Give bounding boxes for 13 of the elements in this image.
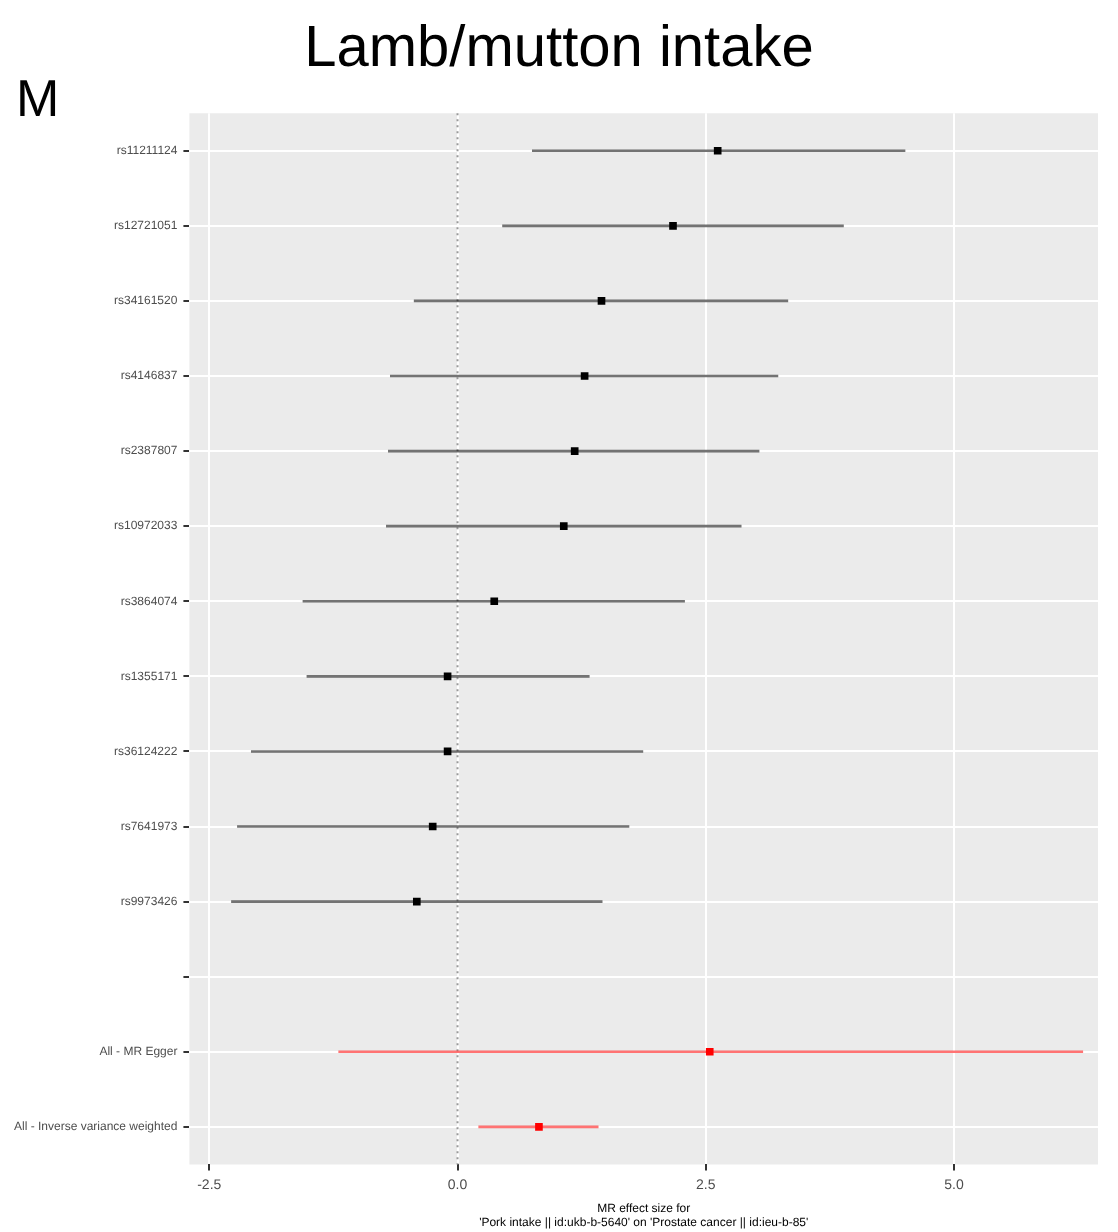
point: [705, 1047, 714, 1056]
point: [570, 447, 579, 455]
chart-title: Lamb/mutton intake: [304, 16, 814, 80]
point: [490, 597, 499, 606]
point: [580, 372, 589, 380]
point: [412, 897, 421, 906]
point: [713, 146, 722, 155]
point: [535, 1123, 543, 1131]
point: [559, 522, 568, 530]
point: [597, 297, 606, 305]
point: [669, 222, 677, 230]
text: M: [16, 68, 60, 130]
point: [428, 822, 437, 831]
